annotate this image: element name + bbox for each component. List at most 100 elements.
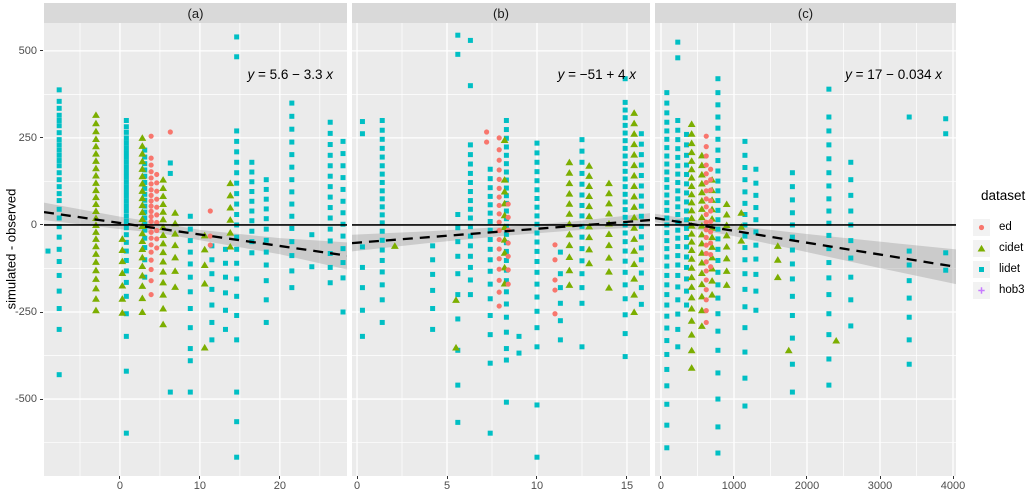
point-lidet bbox=[123, 150, 129, 156]
point-lidet bbox=[430, 257, 436, 263]
point-lidet bbox=[684, 217, 690, 223]
point-cidet bbox=[737, 237, 746, 244]
point-lidet bbox=[487, 296, 493, 302]
point-lidet bbox=[684, 264, 690, 270]
point-lidet bbox=[249, 198, 255, 204]
point-lidet bbox=[753, 271, 759, 277]
point-lidet bbox=[579, 170, 585, 176]
point-lidet bbox=[123, 174, 129, 180]
point-cidet bbox=[138, 229, 147, 237]
x-tick bbox=[733, 476, 735, 479]
point-cidet bbox=[687, 190, 696, 198]
point-cidet bbox=[159, 176, 168, 183]
point-lidet bbox=[579, 202, 585, 208]
point-ed bbox=[703, 204, 709, 210]
point-ed bbox=[148, 162, 154, 168]
point-lidet bbox=[622, 199, 628, 205]
facet-strip-c-label: (c) bbox=[797, 5, 814, 21]
point-lidet bbox=[826, 246, 832, 252]
point-lidet bbox=[234, 180, 240, 186]
point-lidet bbox=[715, 114, 721, 120]
regression-equation-b: y = −51 + 4 x bbox=[558, 67, 636, 82]
point-lidet bbox=[638, 270, 644, 276]
point-cidet bbox=[697, 161, 706, 169]
point-cidet bbox=[159, 184, 168, 192]
equation-var: x bbox=[629, 67, 636, 82]
point-lidet bbox=[327, 184, 333, 190]
point-lidet bbox=[638, 183, 644, 189]
point-cidet bbox=[585, 233, 594, 241]
point-lidet bbox=[430, 271, 436, 277]
point-lidet bbox=[263, 206, 269, 212]
point-cidet bbox=[605, 199, 613, 207]
point-lidet bbox=[467, 170, 473, 176]
point-cidet bbox=[92, 200, 100, 208]
point-lidet bbox=[123, 368, 129, 374]
point-lidet bbox=[263, 249, 269, 255]
plot-panel-c: y = 17 − 0.034 x bbox=[655, 23, 956, 476]
point-cidet bbox=[138, 134, 147, 141]
point-lidet bbox=[848, 208, 854, 214]
point-cidet bbox=[226, 229, 235, 236]
point-lidet bbox=[222, 260, 228, 266]
point-ed bbox=[703, 250, 709, 257]
point-lidet bbox=[56, 130, 62, 136]
point-lidet bbox=[664, 200, 670, 206]
x-tick bbox=[952, 476, 954, 479]
point-lidet bbox=[684, 199, 690, 205]
point-cidet bbox=[687, 246, 696, 254]
point-lidet bbox=[715, 450, 721, 456]
equation-body: = −51 + 4 bbox=[564, 67, 630, 82]
point-ed bbox=[496, 185, 502, 191]
point-lidet bbox=[379, 257, 385, 263]
y-tick bbox=[40, 398, 43, 400]
point-lidet bbox=[742, 245, 748, 251]
x-tick bbox=[199, 476, 201, 479]
point-lidet bbox=[622, 145, 628, 151]
legend-key-triangle-icon bbox=[973, 239, 990, 257]
point-cidet bbox=[200, 245, 209, 253]
point-lidet bbox=[622, 153, 628, 159]
point-lidet bbox=[753, 217, 759, 223]
x-tick-label: 1000 bbox=[721, 480, 747, 492]
point-cidet bbox=[92, 186, 100, 194]
point-lidet bbox=[664, 100, 670, 106]
point-lidet bbox=[664, 207, 670, 213]
point-cidet bbox=[565, 210, 574, 217]
point-lidet bbox=[789, 197, 795, 203]
x-tick bbox=[626, 476, 628, 479]
point-lidet bbox=[664, 177, 670, 183]
point-lidet bbox=[753, 192, 759, 198]
point-lidet bbox=[742, 257, 748, 263]
point-ed bbox=[703, 133, 709, 139]
point-lidet bbox=[516, 350, 522, 356]
point-ed bbox=[703, 242, 709, 248]
point-lidet bbox=[209, 337, 215, 343]
point-lidet bbox=[455, 51, 461, 57]
point-cidet bbox=[585, 182, 594, 189]
point-cidet bbox=[159, 239, 168, 247]
point-cidet bbox=[585, 162, 594, 169]
point-cidet bbox=[565, 169, 574, 176]
point-lidet bbox=[715, 328, 721, 334]
point-ed bbox=[496, 157, 502, 163]
point-lidet bbox=[56, 112, 62, 118]
point-cidet bbox=[630, 224, 639, 231]
equation-var: x bbox=[326, 67, 333, 82]
point-cidet bbox=[171, 253, 180, 261]
point-ed bbox=[154, 227, 160, 234]
point-cidet bbox=[138, 253, 147, 261]
point-lidet bbox=[56, 177, 62, 183]
point-lidet bbox=[675, 163, 681, 169]
point-lidet bbox=[56, 259, 62, 265]
point-lidet bbox=[123, 248, 129, 254]
point-cidet bbox=[605, 284, 613, 291]
point-lidet bbox=[467, 215, 473, 221]
facet-strip-b-label: (b) bbox=[493, 5, 509, 21]
point-lidet bbox=[664, 422, 670, 428]
point-ed bbox=[148, 242, 154, 248]
point-cidet bbox=[605, 179, 613, 187]
point-cidet bbox=[92, 306, 100, 314]
point-lidet bbox=[123, 293, 129, 299]
point-ed bbox=[703, 188, 709, 194]
